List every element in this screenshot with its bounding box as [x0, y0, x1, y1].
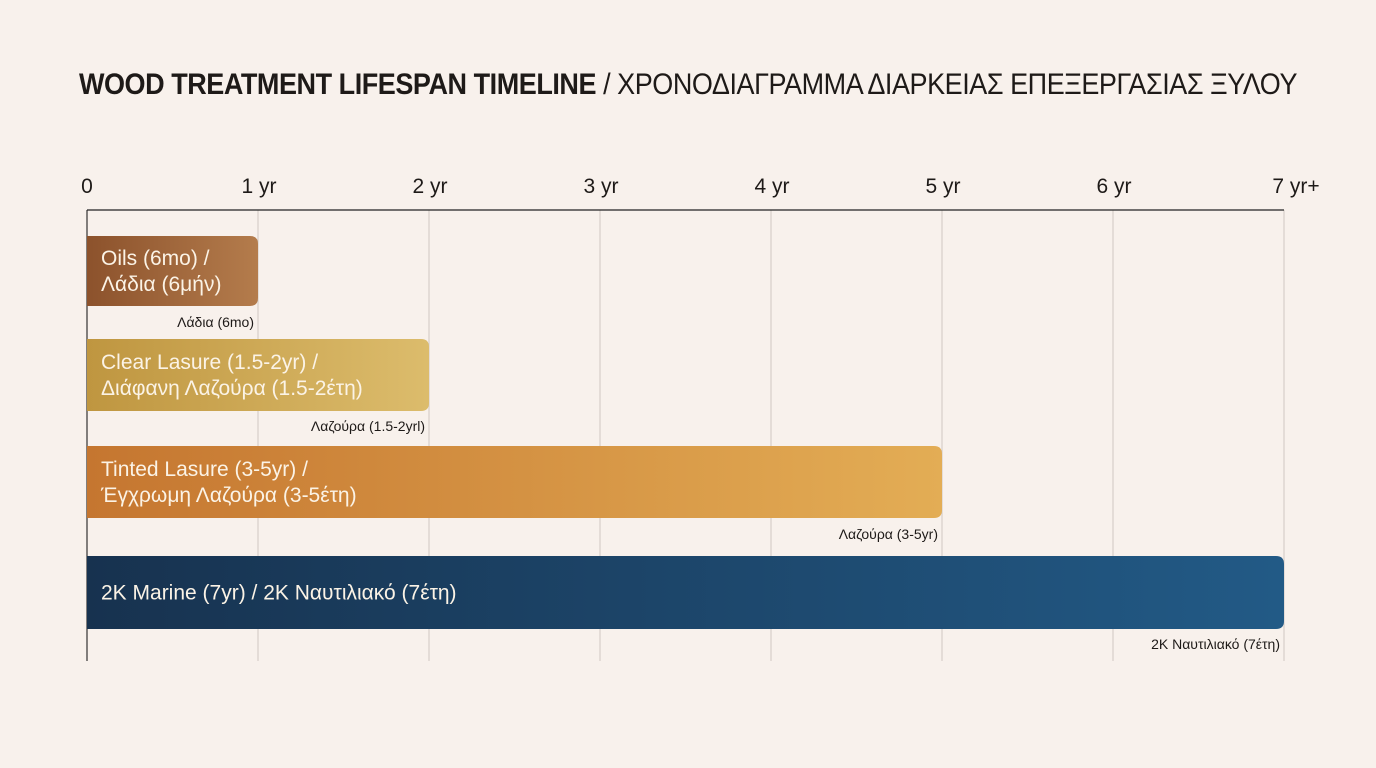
bar	[87, 446, 942, 518]
x-tick-label: 6 yr	[1096, 175, 1131, 198]
x-tick-label: 4 yr	[754, 175, 789, 198]
bar-sublabel: 2K Ναυτιλιακό (7έτη)	[1151, 636, 1280, 652]
x-tick-label: 3 yr	[583, 175, 618, 198]
title-english: WOOD TREATMENT LIFESPAN TIMELINE	[78, 68, 597, 101]
title-greek: / ΧΡΟΝΟΔΙΑΓΡΑΜΜΑ ΔΙΑΡΚΕΙΑΣ ΕΠΕΞΕΡΓΑΣΙΑΣ …	[596, 68, 1298, 101]
x-tick-label: 7 yr+	[1272, 175, 1319, 198]
bar-sublabel: Λαζούρα (1.5-2yrl)	[311, 418, 425, 434]
bar-label: Έγχρωμη Λαζούρα (3-5έτη)	[100, 484, 357, 507]
x-tick-label: 5 yr	[925, 175, 960, 198]
bar	[87, 236, 258, 306]
x-tick-label: 0	[81, 175, 93, 198]
bar-label: Clear Lasure (1.5-2yr) /	[101, 351, 318, 374]
bar-sublabel: Λάδια (6mo)	[177, 314, 254, 330]
bar-label: Tinted Lasure (3-5yr) /	[101, 458, 308, 481]
bar-sublabel: Λαζούρα (3-5yr)	[839, 526, 938, 542]
bar-label: 2K Marine (7yr) / 2K Ναυτιλιακό (7έτη)	[101, 582, 457, 605]
x-tick-label: 1 yr	[241, 175, 276, 198]
bar-label: Λάδια (6μήν)	[101, 273, 221, 296]
x-tick-label: 2 yr	[412, 175, 447, 198]
chart-title: WOOD TREATMENT LIFESPAN TIMELINE / ΧΡΟΝΟ…	[69, 68, 1307, 102]
bar	[87, 339, 429, 411]
bar-label: Oils (6mo) /	[101, 247, 210, 270]
bar-label: Διάφανη Λαζούρα (1.5-2έτη)	[101, 377, 363, 400]
bar	[87, 556, 1284, 629]
